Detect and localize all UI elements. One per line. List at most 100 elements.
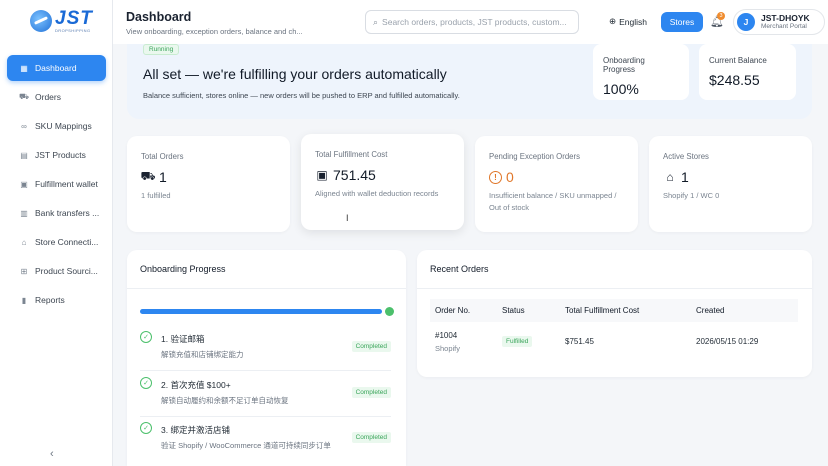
sidebar-item-label: Orders [35, 92, 61, 102]
globe-logo-icon [30, 10, 52, 32]
sidebar-item-label: Fulfillment wallet [35, 179, 98, 189]
sidebar-item-fulfillment-wallet[interactable]: ▣ Fulfillment wallet [7, 171, 106, 197]
current-balance-label: Current Balance [709, 56, 767, 65]
total-cost-note: Aligned with wallet deduction records [315, 189, 439, 198]
sidebar-item-store-connections[interactable]: ⌂ Store Connecti... [7, 229, 106, 255]
order-store: Shopify [435, 343, 461, 353]
page-subtitle: View onboarding, exception orders, balan… [126, 27, 303, 36]
table-row[interactable]: #1004 Shopify Fulfilled $751.45 2026/05/… [430, 322, 798, 361]
sidebar-item-label: SKU Mappings [35, 121, 92, 131]
sidebar-item-bank-transfers[interactable]: ▥ Bank transfers ... [7, 200, 106, 226]
cost-cell: $751.45 [565, 337, 594, 346]
column-header: Total Fulfillment Cost [560, 299, 691, 322]
table-header-row: Order No. Status Total Fulfillment Cost … [430, 299, 798, 322]
active-stores-value: 1 [681, 169, 689, 185]
current-balance-card: Current Balance $248.55 [699, 44, 796, 100]
onboarding-progress-panel: Onboarding Progress ✓ 1. 验证邮箱 解锁充值和店铺绑定能… [127, 250, 406, 466]
top-header: Dashboard View onboarding, exception ord… [113, 0, 828, 44]
total-orders-card[interactable]: Total Orders ⛟ 1 1 fulfilled [127, 136, 290, 232]
status-banner: Running All set — we're fulfilling your … [127, 44, 812, 119]
check-circle-icon: ✓ [140, 422, 152, 434]
status-cell: Fulfilled [497, 322, 560, 361]
avatar: J [737, 13, 755, 31]
total-cost-label: Total Fulfillment Cost [315, 150, 388, 159]
pending-exception-label: Pending Exception Orders [489, 152, 581, 161]
sidebar-item-jst-products[interactable]: ▤ JST Products [7, 142, 106, 168]
cart-icon: ⛟ [140, 169, 156, 183]
check-circle-icon: ✓ [140, 377, 152, 389]
recent-orders-panel: Recent Orders Order No. Status Total Ful… [417, 250, 812, 377]
step-status-badge: Completed [351, 387, 391, 398]
sidebar-item-label: Store Connecti... [35, 237, 99, 247]
onboarding-progress-bar [140, 309, 382, 314]
search-icon: ⌕ [373, 16, 379, 27]
pending-exception-value: 0 [506, 169, 514, 185]
link-icon: ∞ [21, 121, 27, 131]
sidebar-item-label: JST Products [35, 150, 86, 160]
onboarding-progress-card: Onboarding Progress 100% [593, 44, 689, 100]
sidebar-item-label: Product Sourci... [35, 266, 98, 276]
sidebar-item-dashboard[interactable]: ▦ Dashboard [7, 55, 106, 81]
onboarding-panel-title: Onboarding Progress [127, 250, 406, 289]
text-cursor-icon: I [346, 213, 349, 223]
language-switcher[interactable]: ⊕ English [609, 16, 647, 27]
step-description: 解锁自动履约和余额不足订单自动恢复 [161, 396, 289, 405]
collapse-sidebar-icon[interactable]: ‹ [50, 448, 54, 460]
sidebar-item-label: Reports [35, 295, 65, 305]
user-name: JST-DHOYK [761, 12, 810, 23]
column-header: Order No. [430, 299, 497, 322]
step-title: 1. 验证邮箱 [161, 334, 205, 344]
sidebar-item-reports[interactable]: ▮ Reports [7, 287, 106, 313]
sidebar-item-orders[interactable]: ⛟ Orders [7, 84, 106, 110]
brand-logo[interactable]: JST DROPSHIPPING [30, 9, 93, 33]
current-balance-value: $248.55 [709, 72, 760, 88]
active-stores-card[interactable]: Active Stores ⌂ 1 Shopify 1 / WC 0 [649, 136, 812, 232]
status-badge: Fulfilled [502, 336, 533, 347]
total-orders-note: 1 fulfilled [141, 191, 171, 200]
total-cost-value: 751.45 [333, 167, 376, 183]
bank-icon: ▥ [20, 208, 28, 218]
step-description: 验证 Shopify / WooCommerce 通道可持续同步订单 [161, 441, 331, 450]
sidebar-item-product-sourcing[interactable]: ⊞ Product Sourci... [7, 258, 106, 284]
grid-icon: ⊞ [20, 266, 28, 276]
brand-tagline: DROPSHIPPING [55, 28, 91, 33]
wallet-icon: ▣ [20, 179, 28, 189]
user-menu[interactable]: J JST-DHOYK Merchant Portal [733, 9, 825, 35]
active-stores-note: Shopify 1 / WC 0 [663, 191, 720, 200]
banner-description: Balance sufficient, stores online — new … [143, 91, 460, 100]
search-input[interactable] [382, 17, 568, 27]
column-header: Created [691, 299, 798, 322]
step-description: 解锁充值和店铺绑定能力 [161, 350, 244, 359]
check-circle-icon: ✓ [140, 331, 152, 343]
step-title: 2. 首次充值 $100+ [161, 380, 231, 390]
sidebar-nav: ▦ Dashboard ⛟ Orders ∞ SKU Mappings ▤ JS… [7, 55, 106, 316]
document-icon: ▤ [20, 150, 28, 160]
stores-button[interactable]: Stores [661, 12, 703, 32]
progress-complete-dot [385, 307, 394, 316]
sidebar-item-label: Bank transfers ... [35, 208, 100, 218]
onboarding-step: ✓ 2. 首次充值 $100+ 解锁自动履约和余额不足订单自动恢复 Comple… [140, 377, 391, 417]
step-status-badge: Completed [351, 432, 391, 443]
order-number[interactable]: #1004 [435, 330, 458, 340]
recent-orders-title: Recent Orders [417, 250, 812, 289]
recent-orders-table: Order No. Status Total Fulfillment Cost … [430, 299, 798, 361]
total-fulfillment-cost-card[interactable]: Total Fulfillment Cost ▣ 751.45 Aligned … [301, 134, 464, 230]
language-label: English [619, 16, 648, 27]
global-search[interactable]: ⌕ [365, 10, 579, 34]
onboarding-progress-label: Onboarding Progress [603, 56, 645, 74]
onboarding-step: ✓ 3. 绑定并激活店铺 验证 Shopify / WooCommerce 通道… [140, 422, 391, 462]
order-cell: #1004 Shopify [430, 322, 497, 361]
pending-exception-note: Insufficient balance / SKU unmapped / Ou… [489, 191, 617, 212]
sidebar: JST DROPSHIPPING ▦ Dashboard ⛟ Orders ∞ … [0, 0, 113, 466]
sidebar-item-sku-mappings[interactable]: ∞ SKU Mappings [7, 113, 106, 139]
warning-icon: ! [489, 170, 502, 184]
pending-exception-orders-card[interactable]: Pending Exception Orders ! 0 Insufficien… [475, 136, 638, 232]
onboarding-step: ✓ 1. 验证邮箱 解锁充值和店铺绑定能力 Completed [140, 331, 391, 371]
wallet-icon: ▣ [316, 168, 328, 182]
running-status-badge: Running [143, 44, 180, 55]
store-icon: ⌂ [666, 170, 674, 184]
sidebar-item-label: Dashboard [35, 63, 77, 73]
total-orders-label: Total Orders [141, 152, 184, 161]
store-icon: ⌂ [21, 237, 27, 247]
notification-badge: 3 [717, 12, 725, 20]
